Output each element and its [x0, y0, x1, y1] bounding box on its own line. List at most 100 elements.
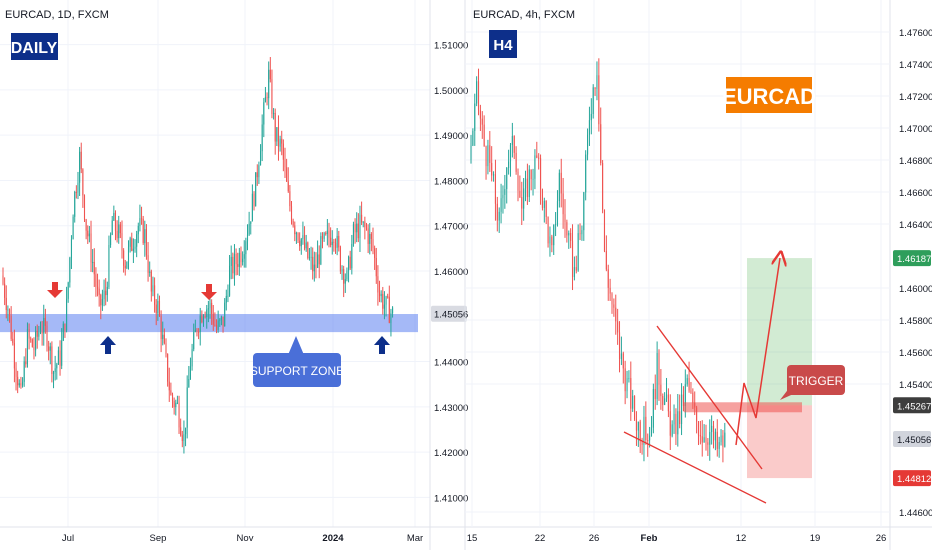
daily-candle	[134, 246, 136, 249]
left-time-axis[interactable]: Jul Sep Nov 2024 Mar	[62, 533, 423, 544]
daily-candle	[28, 329, 30, 339]
daily-candle	[80, 151, 82, 170]
daily-candle	[103, 290, 105, 300]
daily-candle	[317, 254, 319, 268]
left-y-tick: 1.41000	[434, 493, 468, 504]
daily-candle	[279, 138, 281, 147]
daily-candle	[150, 271, 152, 292]
right-y-tick: 1.46600	[899, 188, 932, 199]
right-y-tick: 1.45800	[899, 316, 932, 327]
daily-candle	[100, 294, 102, 306]
h4-candle	[588, 120, 590, 135]
h4-candle	[585, 154, 587, 193]
daily-candle	[22, 381, 24, 386]
daily-candle	[111, 220, 113, 235]
h4-candle	[667, 394, 669, 412]
h4-candle	[671, 424, 673, 436]
left-x-tick: Jul	[62, 533, 74, 544]
daily-candle	[266, 97, 268, 99]
h4-candle	[496, 203, 498, 221]
daily-candle	[79, 151, 81, 183]
daily-candle	[62, 323, 64, 341]
daily-candle	[64, 323, 66, 331]
daily-candle	[113, 212, 115, 221]
h4-candle	[669, 411, 671, 436]
daily-candle	[336, 235, 338, 248]
h4-candle	[699, 435, 701, 437]
red-down-arrow-2	[201, 284, 217, 300]
h4-candle	[579, 233, 581, 235]
right-price-tag-text: 1.44812	[897, 474, 931, 485]
h4-candle	[583, 192, 585, 231]
daily-candle	[139, 218, 141, 226]
left-price-tag	[431, 305, 467, 322]
right-price-axis[interactable]: 1.47600 1.47400 1.47200 1.47000 1.46800 1.466…	[893, 28, 932, 519]
daily-candle	[304, 235, 306, 249]
red-down-arrow-1	[47, 282, 63, 298]
h4-candle	[641, 440, 643, 445]
eurcad-badge: EURCAD	[722, 84, 816, 109]
daily-candle	[273, 112, 275, 114]
navy-up-arrow-1	[100, 336, 116, 354]
daily-candle	[334, 242, 337, 248]
daily-candle	[36, 330, 38, 337]
daily-candle	[361, 214, 363, 223]
daily-candle	[191, 349, 193, 367]
h4-candle	[626, 378, 628, 392]
h4-candle	[474, 103, 476, 131]
h4-candle	[487, 145, 489, 167]
daily-candle	[199, 315, 201, 333]
daily-candle	[33, 346, 35, 351]
daily-candle	[202, 316, 205, 323]
daily-candle	[222, 316, 224, 327]
daily-candle	[268, 69, 270, 99]
h4-candle	[684, 384, 686, 407]
daily-candle	[82, 169, 84, 196]
h4-candle	[590, 113, 592, 121]
daily-candle	[72, 216, 74, 240]
right-x-tick: 12	[736, 533, 747, 544]
h4-candle	[643, 416, 645, 445]
h4-candle	[660, 384, 662, 397]
left-chart-header: EURCAD, 1D, FXCM	[5, 9, 109, 21]
h4-candle	[553, 224, 555, 246]
daily-candle	[224, 302, 226, 327]
right-y-tick: 1.47400	[899, 60, 932, 71]
daily-candle	[245, 241, 247, 255]
left-panel[interactable]: SUPPORT ZONE DAILY EURCAD, 1D, FXCM 1.51…	[0, 0, 468, 544]
right-panel[interactable]: TRIGGER EURCAD H4 EURCAD, 4h, FXCM 1.476…	[465, 0, 932, 544]
daily-candle	[302, 235, 304, 240]
daily-candle	[269, 69, 271, 80]
daily-candle	[141, 218, 143, 220]
h4-candle	[718, 442, 720, 449]
daily-candle	[261, 124, 263, 152]
daily-candle	[7, 309, 9, 311]
daily-candle	[377, 276, 379, 293]
right-y-tick: 1.46000	[899, 284, 932, 295]
right-time-axis[interactable]: 15 22 26 Feb 12 19 26	[467, 533, 887, 544]
daily-candle	[305, 242, 307, 249]
h4-candle	[662, 396, 664, 405]
daily-candle	[181, 435, 183, 442]
daily-candle	[198, 331, 200, 333]
daily-candle	[299, 240, 301, 247]
h4-candle	[570, 232, 572, 241]
right-y-tick: 1.44600	[899, 508, 932, 519]
daily-candle	[193, 332, 195, 350]
daily-candle	[87, 230, 89, 237]
daily-candle	[160, 315, 162, 339]
h4-candle	[491, 162, 493, 176]
daily-candle	[158, 301, 161, 316]
right-price-tag	[893, 431, 931, 448]
daily-candle	[12, 338, 14, 344]
daily-candle	[163, 334, 165, 344]
left-y-tick: 1.47000	[434, 222, 468, 233]
daily-candle	[70, 239, 73, 258]
right-y-tick: 1.45400	[899, 380, 932, 391]
daily-candle	[96, 286, 99, 289]
right-annotations: TRIGGER EURCAD H4 EURCAD, 4h, FXCM	[473, 9, 845, 504]
left-price-axis[interactable]: 1.51000 1.50000 1.49000 1.48000 1.47000 1.460…	[431, 41, 468, 505]
right-price-tag	[893, 397, 931, 414]
h4-candle	[673, 413, 675, 425]
daily-candle	[108, 244, 110, 287]
